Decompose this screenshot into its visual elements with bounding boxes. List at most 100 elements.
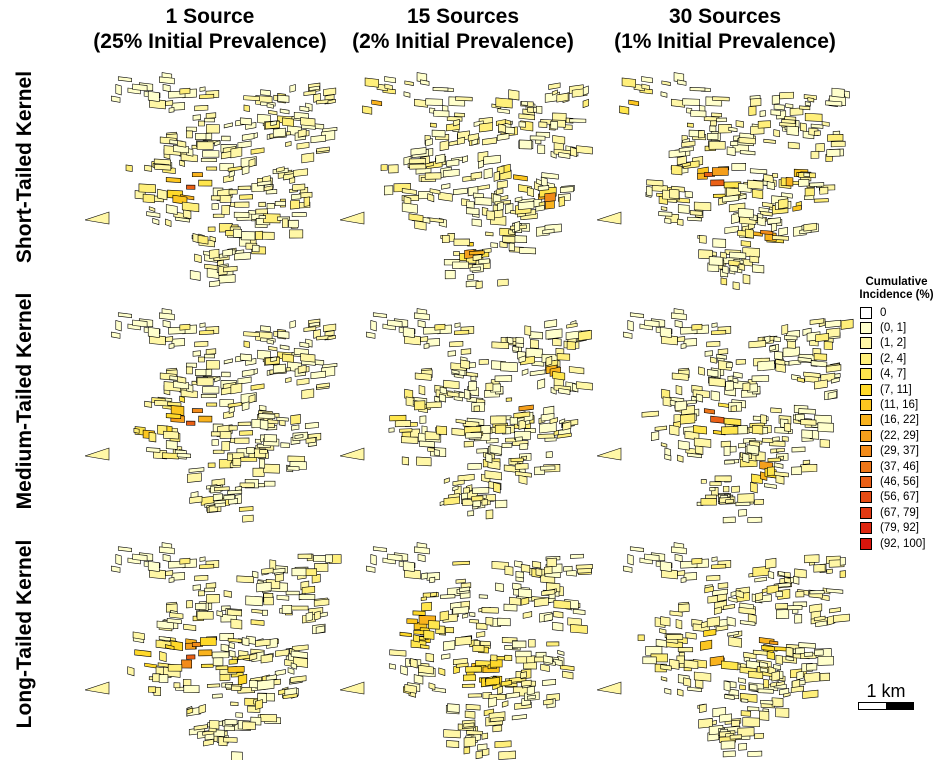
parcel-cluster [401, 188, 453, 231]
field-parcel [739, 150, 756, 156]
field-parcel [475, 622, 488, 630]
field-parcel [199, 86, 206, 92]
field-parcel [700, 639, 713, 651]
field-parcel [261, 567, 274, 575]
field-parcel [199, 563, 215, 570]
field-parcel [263, 434, 277, 443]
field-parcel [297, 553, 313, 559]
parcel-cluster [809, 603, 850, 628]
field-parcel [660, 616, 671, 627]
field-parcel [535, 568, 543, 577]
field-parcel [735, 359, 746, 365]
field-parcel [195, 369, 207, 376]
field-parcel [452, 606, 469, 615]
parcel-cluster [185, 587, 237, 668]
field-parcel [556, 92, 569, 103]
field-parcel [800, 122, 807, 132]
field-parcel [256, 581, 272, 593]
field-parcel [198, 120, 205, 127]
field-parcel [529, 135, 546, 141]
parcel-cluster [255, 198, 307, 240]
legend-label: (29, 37] [880, 445, 919, 458]
field-parcel [556, 432, 572, 439]
field-parcel [204, 117, 215, 123]
field-parcel [175, 216, 190, 223]
parcel-cluster [520, 588, 557, 623]
field-parcel [257, 180, 272, 187]
field-parcel [221, 371, 231, 378]
parcel-cluster [739, 444, 789, 494]
field-parcel [276, 594, 290, 601]
field-parcel [729, 264, 738, 273]
field-parcel [475, 280, 483, 290]
map-panel [340, 528, 610, 760]
parcel-cluster [802, 318, 854, 343]
field-parcel [272, 127, 286, 138]
field-parcel [387, 319, 403, 328]
field-parcel [259, 419, 269, 430]
legend-label: (46, 56] [880, 475, 919, 488]
field-parcel [388, 663, 396, 670]
field-parcel [454, 329, 470, 336]
field-parcel [467, 510, 475, 517]
field-parcel [655, 638, 668, 648]
field-parcel [746, 444, 760, 455]
field-parcel [538, 121, 548, 128]
field-parcel [671, 164, 683, 176]
field-parcel [481, 732, 489, 740]
field-parcel [508, 89, 520, 101]
field-parcel [290, 199, 300, 210]
parcel-cluster [491, 89, 536, 135]
map-panel-svg [340, 72, 593, 290]
parcel-cluster [111, 72, 175, 110]
field-parcel [199, 93, 215, 100]
field-parcel [772, 172, 779, 178]
field-parcel [189, 270, 201, 281]
legend-item: (7, 11] [850, 382, 943, 397]
field-parcel [240, 231, 256, 241]
field-parcel [111, 95, 121, 103]
field-parcel [825, 100, 843, 107]
field-parcel [227, 637, 243, 643]
parcel-cluster [208, 485, 254, 523]
field-parcel [191, 408, 203, 414]
field-parcel [802, 459, 811, 465]
field-parcel [490, 654, 498, 662]
field-parcel [823, 341, 833, 351]
field-parcel [693, 671, 712, 682]
field-parcel [497, 685, 504, 695]
field-parcel [239, 430, 253, 436]
field-parcel [404, 568, 421, 580]
field-parcel [443, 379, 460, 390]
field-parcel [211, 439, 219, 446]
field-parcel [553, 599, 571, 610]
field-parcel [133, 427, 140, 434]
parcel-cluster [366, 542, 430, 580]
field-parcel [243, 331, 260, 338]
parcel-cluster [718, 485, 764, 524]
legend-item: (56, 67] [850, 490, 943, 505]
field-parcel [198, 590, 205, 597]
field-parcel [272, 363, 286, 374]
scale-bar-graphic [858, 702, 914, 710]
field-parcel [727, 630, 739, 637]
parcel-cluster [289, 318, 337, 341]
field-parcel [195, 602, 207, 610]
field-parcel [384, 83, 393, 91]
parcel-cluster [111, 308, 175, 346]
field-parcel [800, 419, 817, 426]
field-parcel [671, 372, 689, 381]
parcel-cluster [262, 590, 316, 616]
field-parcel [146, 211, 161, 218]
field-parcel [410, 147, 427, 156]
field-parcel [623, 565, 633, 573]
parcel-cluster [700, 585, 750, 667]
field-parcel [229, 649, 236, 658]
field-parcel [550, 120, 559, 130]
field-parcel [784, 577, 793, 584]
field-parcel [515, 570, 524, 579]
field-parcel [545, 328, 563, 340]
field-parcel [754, 498, 764, 506]
field-parcel [710, 179, 725, 187]
parcel-cluster [289, 82, 337, 105]
